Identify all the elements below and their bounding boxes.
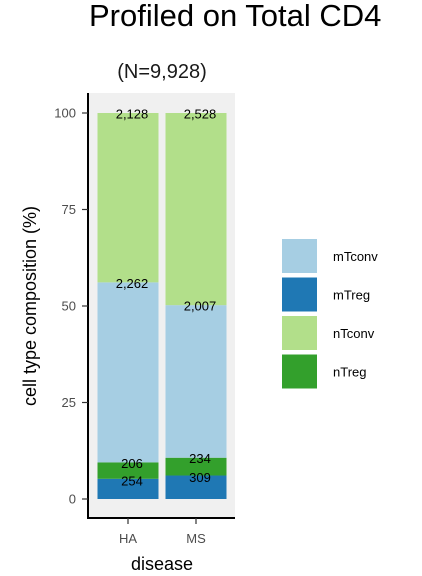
legend-key-mtconv bbox=[282, 239, 317, 273]
bar-ms-ntreg bbox=[165, 457, 227, 476]
bar-ha-ntconv bbox=[97, 113, 159, 283]
x-axis-title: disease bbox=[131, 554, 193, 574]
x-tick-label: HA bbox=[119, 531, 137, 546]
y-axis-ticks: 0 25 50 75 100 bbox=[54, 106, 88, 507]
bar-ha-ntreg bbox=[97, 462, 159, 479]
label-ms-ntreg: 234 bbox=[189, 451, 211, 466]
bar-ms-mtreg bbox=[165, 475, 227, 499]
bar-ha-mtreg bbox=[97, 478, 159, 499]
legend-key-ntreg bbox=[282, 354, 317, 389]
label-ha-ntconv: 2,128 bbox=[116, 107, 149, 122]
label-ms-mtreg: 309 bbox=[189, 470, 211, 485]
legend-label-mtconv: mTconv bbox=[333, 249, 378, 264]
y-tick-label: 100 bbox=[54, 106, 76, 121]
label-ms-ntconv: 2,528 bbox=[184, 107, 217, 122]
bars-group bbox=[97, 113, 227, 499]
bar-ms-ntconv bbox=[165, 113, 227, 306]
y-axis-title: cell type composition (%) bbox=[20, 206, 40, 406]
label-ms-mtconv: 2,007 bbox=[184, 299, 217, 314]
y-tick-label: 0 bbox=[69, 492, 76, 507]
y-tick-label: 50 bbox=[62, 299, 76, 314]
bar-ms-mtconv bbox=[165, 305, 227, 458]
legend-label-ntconv: nTconv bbox=[333, 326, 375, 341]
label-ha-mtconv: 2,262 bbox=[116, 276, 149, 291]
chart-subtitle: (N=9,928) bbox=[117, 61, 207, 83]
label-ha-ntreg: 206 bbox=[121, 456, 143, 471]
label-ha-mtreg: 254 bbox=[121, 473, 143, 488]
x-tick-label: MS bbox=[186, 531, 206, 546]
x-axis-ticks: HA MS bbox=[119, 518, 206, 546]
legend: mTconv mTreg nTconv nTreg bbox=[282, 239, 378, 389]
y-tick-label: 75 bbox=[62, 202, 76, 217]
legend-key-ntconv bbox=[282, 316, 317, 350]
segment-labels-group: 254 206 2,262 2,128 309 234 2,007 2,528 bbox=[116, 107, 217, 489]
legend-key-mtreg bbox=[282, 277, 317, 312]
legend-label-ntreg: nTreg bbox=[333, 365, 366, 380]
bar-ha-mtconv bbox=[97, 282, 159, 463]
chart-title: Profiled on Total CD4 bbox=[89, 0, 381, 33]
legend-label-mtreg: mTreg bbox=[333, 288, 370, 303]
y-tick-label: 25 bbox=[62, 395, 76, 410]
